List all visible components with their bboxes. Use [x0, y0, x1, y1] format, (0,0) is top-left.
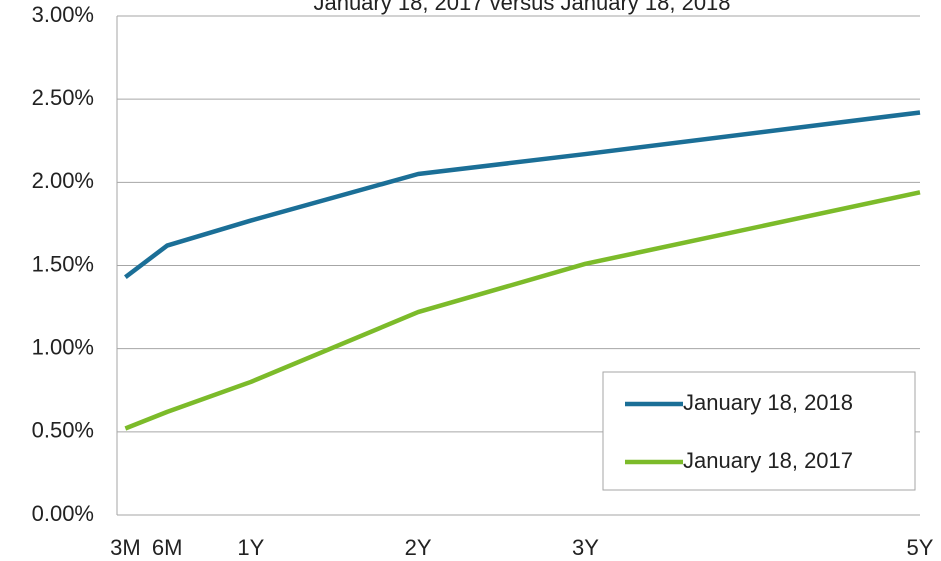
legend-label: January 18, 2018	[683, 390, 853, 415]
x-tick-label: 1Y	[237, 535, 264, 560]
y-tick-label: 2.50%	[32, 85, 94, 110]
y-tick-label: 2.00%	[32, 168, 94, 193]
y-tick-label: 1.50%	[32, 251, 94, 276]
series-line	[124, 190, 921, 431]
x-tick-label: 3Y	[572, 535, 599, 560]
legend-box	[602, 371, 916, 491]
x-tick-label: 3M	[110, 535, 141, 560]
y-tick-label: 0.00%	[32, 501, 94, 526]
chart-title: January 18, 2017 versus January 18, 2018	[313, 0, 730, 15]
legend-label: January 18, 2017	[683, 448, 853, 473]
y-tick-label: 1.00%	[32, 334, 94, 359]
y-tick-label: 3.00%	[32, 2, 94, 27]
y-tick-label: 0.50%	[32, 418, 94, 443]
x-tick-label: 2Y	[405, 535, 432, 560]
x-tick-label: 5Y	[907, 535, 934, 560]
series-line	[124, 110, 921, 279]
x-tick-label: 6M	[152, 535, 183, 560]
